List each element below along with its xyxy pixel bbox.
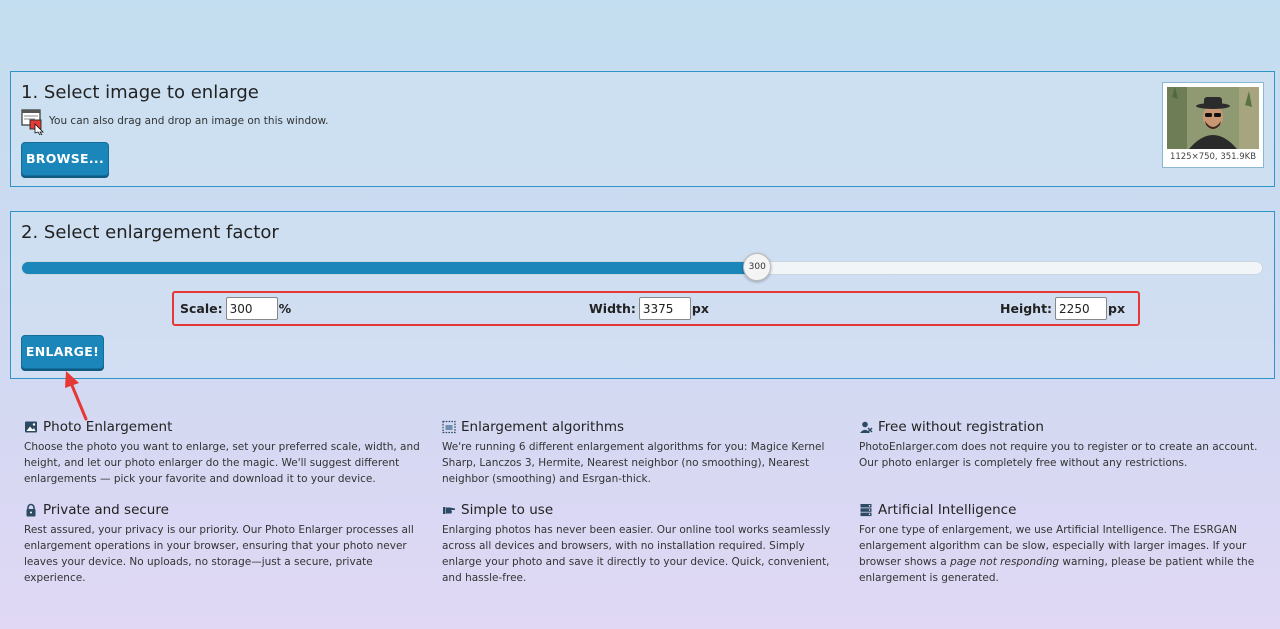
dimensions-group: Scale: % Width: px Height: px — [172, 291, 1140, 326]
preview-thumbnail — [1167, 87, 1259, 149]
select-image-panel: 1. Select image to enlarge You can also … — [10, 71, 1275, 187]
feature-text: Rest assured, your privacy is our priori… — [24, 524, 414, 584]
feature-enlargement-algorithms: Enlargement algorithms We're running 6 d… — [442, 418, 847, 487]
feature-text: PhotoEnlarger.com does not require you t… — [859, 441, 1258, 469]
feature-private-and-secure: Private and secure Rest assured, your pr… — [24, 501, 429, 586]
scale-unit: % — [278, 301, 292, 316]
feature-text-part: warning, please be patient while the enl… — [859, 556, 1255, 584]
feature-title: Private and secure — [43, 502, 169, 518]
feature-text: We're running 6 different enlargement al… — [442, 441, 825, 485]
feature-title: Artificial Intelligence — [878, 502, 1017, 518]
scale-label: Scale: — [180, 301, 223, 316]
feature-title: Free without registration — [878, 419, 1044, 435]
height-input[interactable] — [1055, 297, 1108, 320]
scale-slider-fill — [22, 262, 759, 274]
width-group: Width: px — [589, 297, 709, 320]
thumbnail-caption: 1125×750, 351.9KB — [1169, 152, 1257, 162]
feature-text: Choose the photo you want to enlarge, se… — [24, 441, 420, 485]
user-no-registration-icon — [859, 420, 873, 434]
feature-title: Photo Enlargement — [43, 419, 173, 435]
width-label: Width: — [589, 301, 636, 316]
browse-button[interactable]: BROWSE... — [21, 142, 109, 176]
width-unit: px — [691, 301, 709, 316]
enlarge-button[interactable]: ENLARGE! — [21, 335, 104, 369]
step1-title: 1. Select image to enlarge — [21, 82, 259, 103]
feature-free-without-registration: Free without registration PhotoEnlarger.… — [859, 418, 1264, 471]
feature-text-italic: page not responding — [950, 556, 1060, 568]
image-icon — [24, 420, 38, 434]
server-icon — [859, 503, 873, 517]
hand-pointing-icon — [442, 503, 456, 517]
lock-icon — [24, 503, 38, 517]
selection-icon — [442, 420, 456, 434]
width-input[interactable] — [638, 297, 691, 320]
feature-text-part: For one type of enlargement, we use Arti… — [859, 524, 1247, 568]
feature-title: Simple to use — [461, 502, 554, 518]
feature-text: For one type of enlargement, we use Arti… — [859, 522, 1264, 586]
drag-drop-text: You can also drag and drop an image on t… — [49, 115, 329, 127]
scale-slider-handle[interactable]: 300 — [743, 253, 772, 281]
step2-title: 2. Select enlargement factor — [21, 222, 279, 243]
enlargement-factor-panel: 2. Select enlargement factor 300 Scale: … — [10, 211, 1275, 379]
height-unit: px — [1108, 301, 1126, 316]
height-label: Height: — [1000, 301, 1053, 316]
drag-drop-hint: You can also drag and drop an image on t… — [21, 108, 329, 140]
feature-title: Enlargement algorithms — [461, 419, 625, 435]
image-preview: 1125×750, 351.9KB — [1162, 82, 1264, 168]
scale-group: Scale: % — [180, 297, 291, 320]
feature-photo-enlargement: Photo Enlargement Choose the photo you w… — [24, 418, 429, 487]
feature-simple-to-use: Simple to use Enlarging photos has never… — [442, 501, 847, 586]
drag-drop-icon — [21, 108, 45, 140]
height-group: Height: px — [1000, 297, 1125, 320]
feature-text: Enlarging photos has never been easier. … — [442, 524, 831, 584]
feature-artificial-intelligence: Artificial Intelligence For one type of … — [859, 501, 1264, 586]
annotation-arrow-icon — [65, 371, 88, 421]
scale-input[interactable] — [225, 297, 278, 320]
scale-slider-track[interactable] — [21, 261, 1263, 275]
